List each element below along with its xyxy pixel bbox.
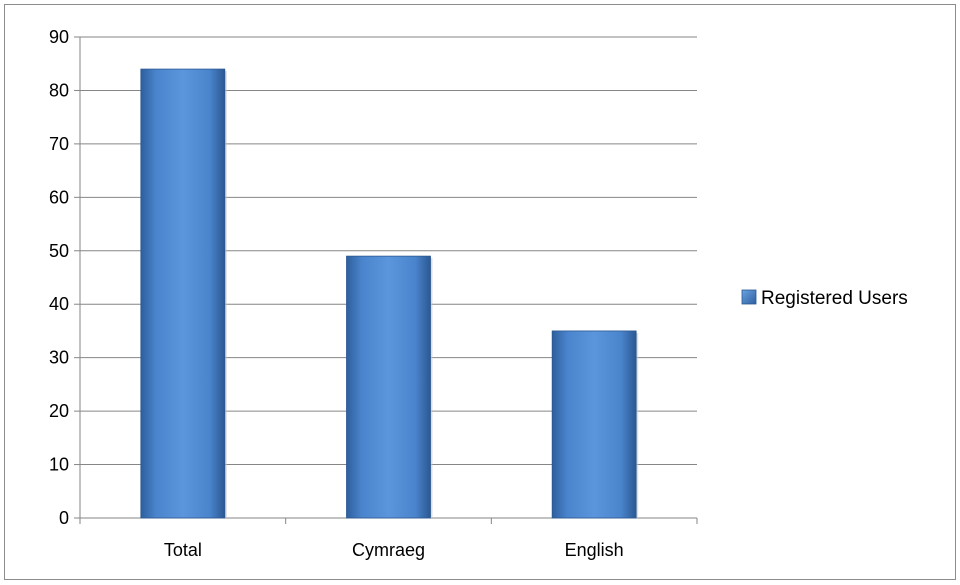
y-tick-label: 30 xyxy=(49,348,69,368)
bars xyxy=(140,68,639,519)
y-tick-label: 80 xyxy=(49,80,69,100)
y-tick-label: 60 xyxy=(49,187,69,207)
legend: Registered Users xyxy=(741,288,908,309)
tick-labels: 0 10 20 30 40 50 60 70 80 90 Total Cymraeg English xyxy=(49,27,624,560)
legend-label-registered-users: Registered Users xyxy=(761,288,908,309)
y-tick-label: 0 xyxy=(59,508,69,528)
legend-swatch-registered-users xyxy=(741,289,757,305)
y-tick-label: 40 xyxy=(49,294,69,314)
y-tick-label: 10 xyxy=(49,455,69,475)
y-tick-label: 70 xyxy=(49,134,69,154)
y-tick-label: 50 xyxy=(49,241,69,261)
x-tick-label-total: Total xyxy=(164,540,202,560)
bar-english xyxy=(551,330,637,519)
x-tick-label-english: English xyxy=(565,540,624,560)
x-tick-label-cymraeg: Cymraeg xyxy=(352,540,425,560)
bar-cymraeg xyxy=(346,255,431,519)
y-tick-label: 90 xyxy=(49,27,69,47)
bar-total xyxy=(140,68,226,519)
y-tick-label: 20 xyxy=(49,401,69,421)
